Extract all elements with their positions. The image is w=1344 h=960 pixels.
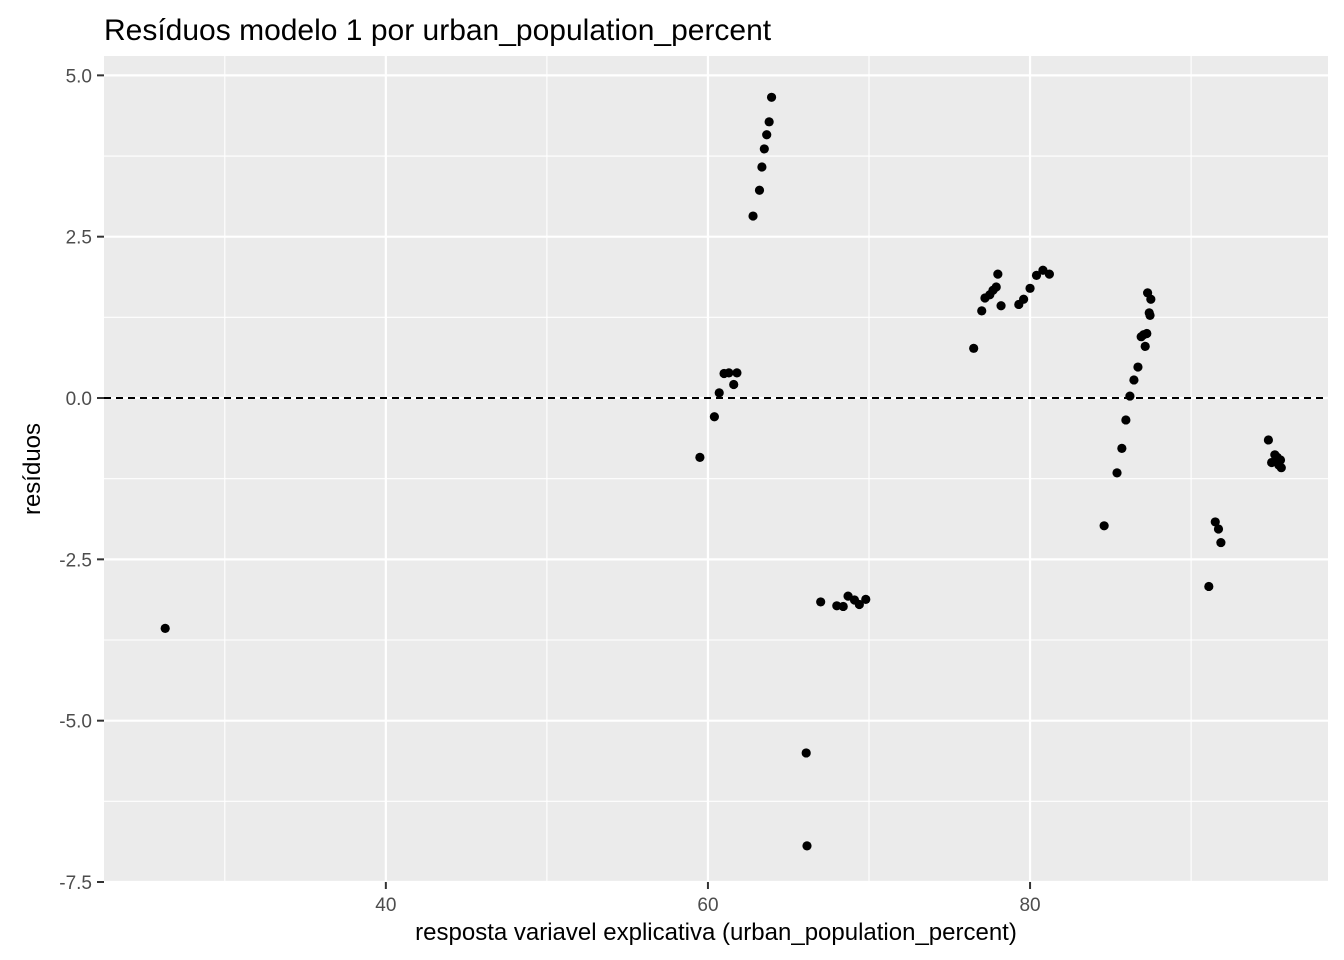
y-axis: -7.5 -5.0 -2.5 0.0 2.5 5.0	[59, 66, 104, 894]
x-tick-label: 40	[375, 895, 396, 916]
data-point	[1112, 468, 1122, 478]
data-point	[861, 594, 871, 604]
data-point	[748, 211, 758, 221]
data-point	[709, 412, 719, 422]
data-point	[160, 623, 170, 633]
y-tick-label: 5.0	[66, 66, 92, 87]
data-point	[977, 306, 987, 316]
x-tick-label: 60	[697, 895, 718, 916]
plot-panel	[104, 56, 1328, 882]
data-point	[724, 368, 734, 378]
x-axis: 40 60 80	[375, 882, 1041, 916]
data-point	[759, 144, 769, 154]
minor-gridlines	[104, 56, 1328, 882]
y-axis-title: resíduos	[19, 423, 46, 515]
data-point	[695, 452, 705, 462]
data-point	[1210, 517, 1220, 527]
data-points	[160, 92, 1286, 851]
data-point	[762, 130, 772, 140]
data-point	[1213, 524, 1224, 534]
data-point	[1129, 375, 1139, 385]
data-point	[969, 343, 979, 353]
y-tick-label: 2.5	[66, 228, 92, 249]
data-point	[729, 379, 739, 390]
data-point	[802, 841, 812, 851]
data-point	[732, 368, 742, 378]
data-point	[1145, 310, 1155, 321]
data-point	[816, 597, 826, 607]
chart-title: Resíduos modelo 1 por urban_population_p…	[104, 14, 772, 47]
data-point	[993, 269, 1003, 279]
data-point	[801, 748, 811, 758]
data-point	[991, 282, 1001, 292]
data-point	[1146, 294, 1156, 304]
data-point	[1125, 391, 1135, 401]
data-point	[1121, 415, 1131, 425]
data-point	[1025, 283, 1035, 293]
data-point	[754, 185, 765, 195]
data-point	[1275, 455, 1286, 465]
data-point	[757, 162, 767, 172]
x-axis-title: resposta variavel explicativa (urban_pop…	[415, 919, 1017, 946]
data-point	[766, 92, 777, 102]
data-point	[1117, 443, 1127, 453]
x-tick-label: 80	[1019, 895, 1040, 916]
data-point	[1142, 328, 1152, 339]
y-tick-label: -5.0	[59, 712, 92, 733]
data-point	[1031, 270, 1042, 281]
data-point	[714, 388, 724, 398]
data-point	[996, 301, 1006, 311]
data-point	[1204, 581, 1214, 592]
y-tick-label: 0.0	[66, 389, 92, 410]
data-point	[1133, 362, 1143, 372]
data-point	[1019, 294, 1029, 304]
data-point	[1044, 269, 1054, 279]
y-tick-label: -7.5	[59, 873, 92, 894]
data-point	[1263, 435, 1274, 445]
data-point	[764, 117, 774, 127]
data-point	[854, 599, 864, 610]
y-tick-label: -2.5	[59, 550, 92, 571]
major-gridlines	[104, 56, 1328, 884]
data-point	[1099, 521, 1109, 531]
data-point	[1276, 463, 1286, 473]
data-point	[1216, 537, 1226, 548]
data-point	[838, 601, 848, 612]
data-point	[1140, 341, 1150, 351]
